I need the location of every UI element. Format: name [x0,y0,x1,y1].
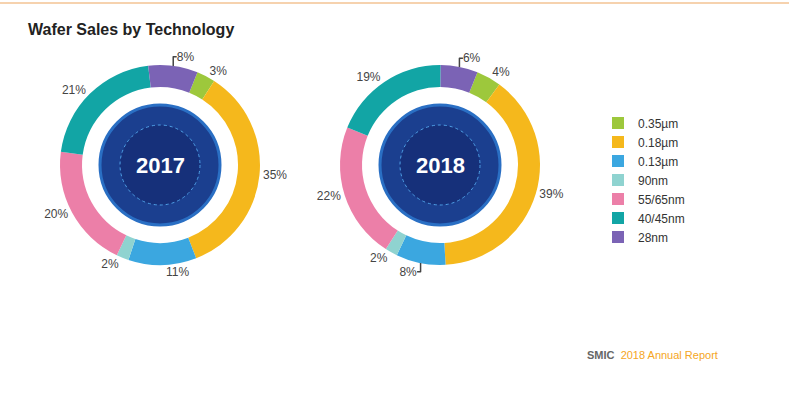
svg-text:39%: 39% [539,187,563,201]
svg-text:0.18µm: 0.18µm [638,136,678,150]
svg-text:8%: 8% [177,50,195,64]
svg-text:6%: 6% [463,51,481,65]
svg-text:Wafer Sales by Technology: Wafer Sales by Technology [28,21,234,38]
svg-text:20%: 20% [44,207,68,221]
svg-text:8%: 8% [399,265,417,279]
svg-text:0.13µm: 0.13µm [638,155,678,169]
svg-text:35%: 35% [263,168,287,182]
svg-text:2%: 2% [101,257,119,271]
svg-text:55/65nm: 55/65nm [638,193,685,207]
svg-text:28nm: 28nm [638,231,668,245]
svg-text:SMIC 2018 Annual Report: SMIC 2018 Annual Report [587,349,718,361]
svg-text:4%: 4% [492,65,510,79]
svg-text:90nm: 90nm [638,174,668,188]
svg-text:22%: 22% [317,189,341,203]
svg-text:3%: 3% [210,64,228,78]
svg-text:19%: 19% [357,70,381,84]
svg-text:21%: 21% [62,83,86,97]
svg-text:2018: 2018 [416,153,465,178]
svg-text:11%: 11% [166,265,189,279]
svg-text:40/45nm: 40/45nm [638,212,685,226]
svg-text:2%: 2% [370,251,388,265]
svg-text:0.35µm: 0.35µm [638,117,678,131]
svg-text:2017: 2017 [136,153,185,178]
